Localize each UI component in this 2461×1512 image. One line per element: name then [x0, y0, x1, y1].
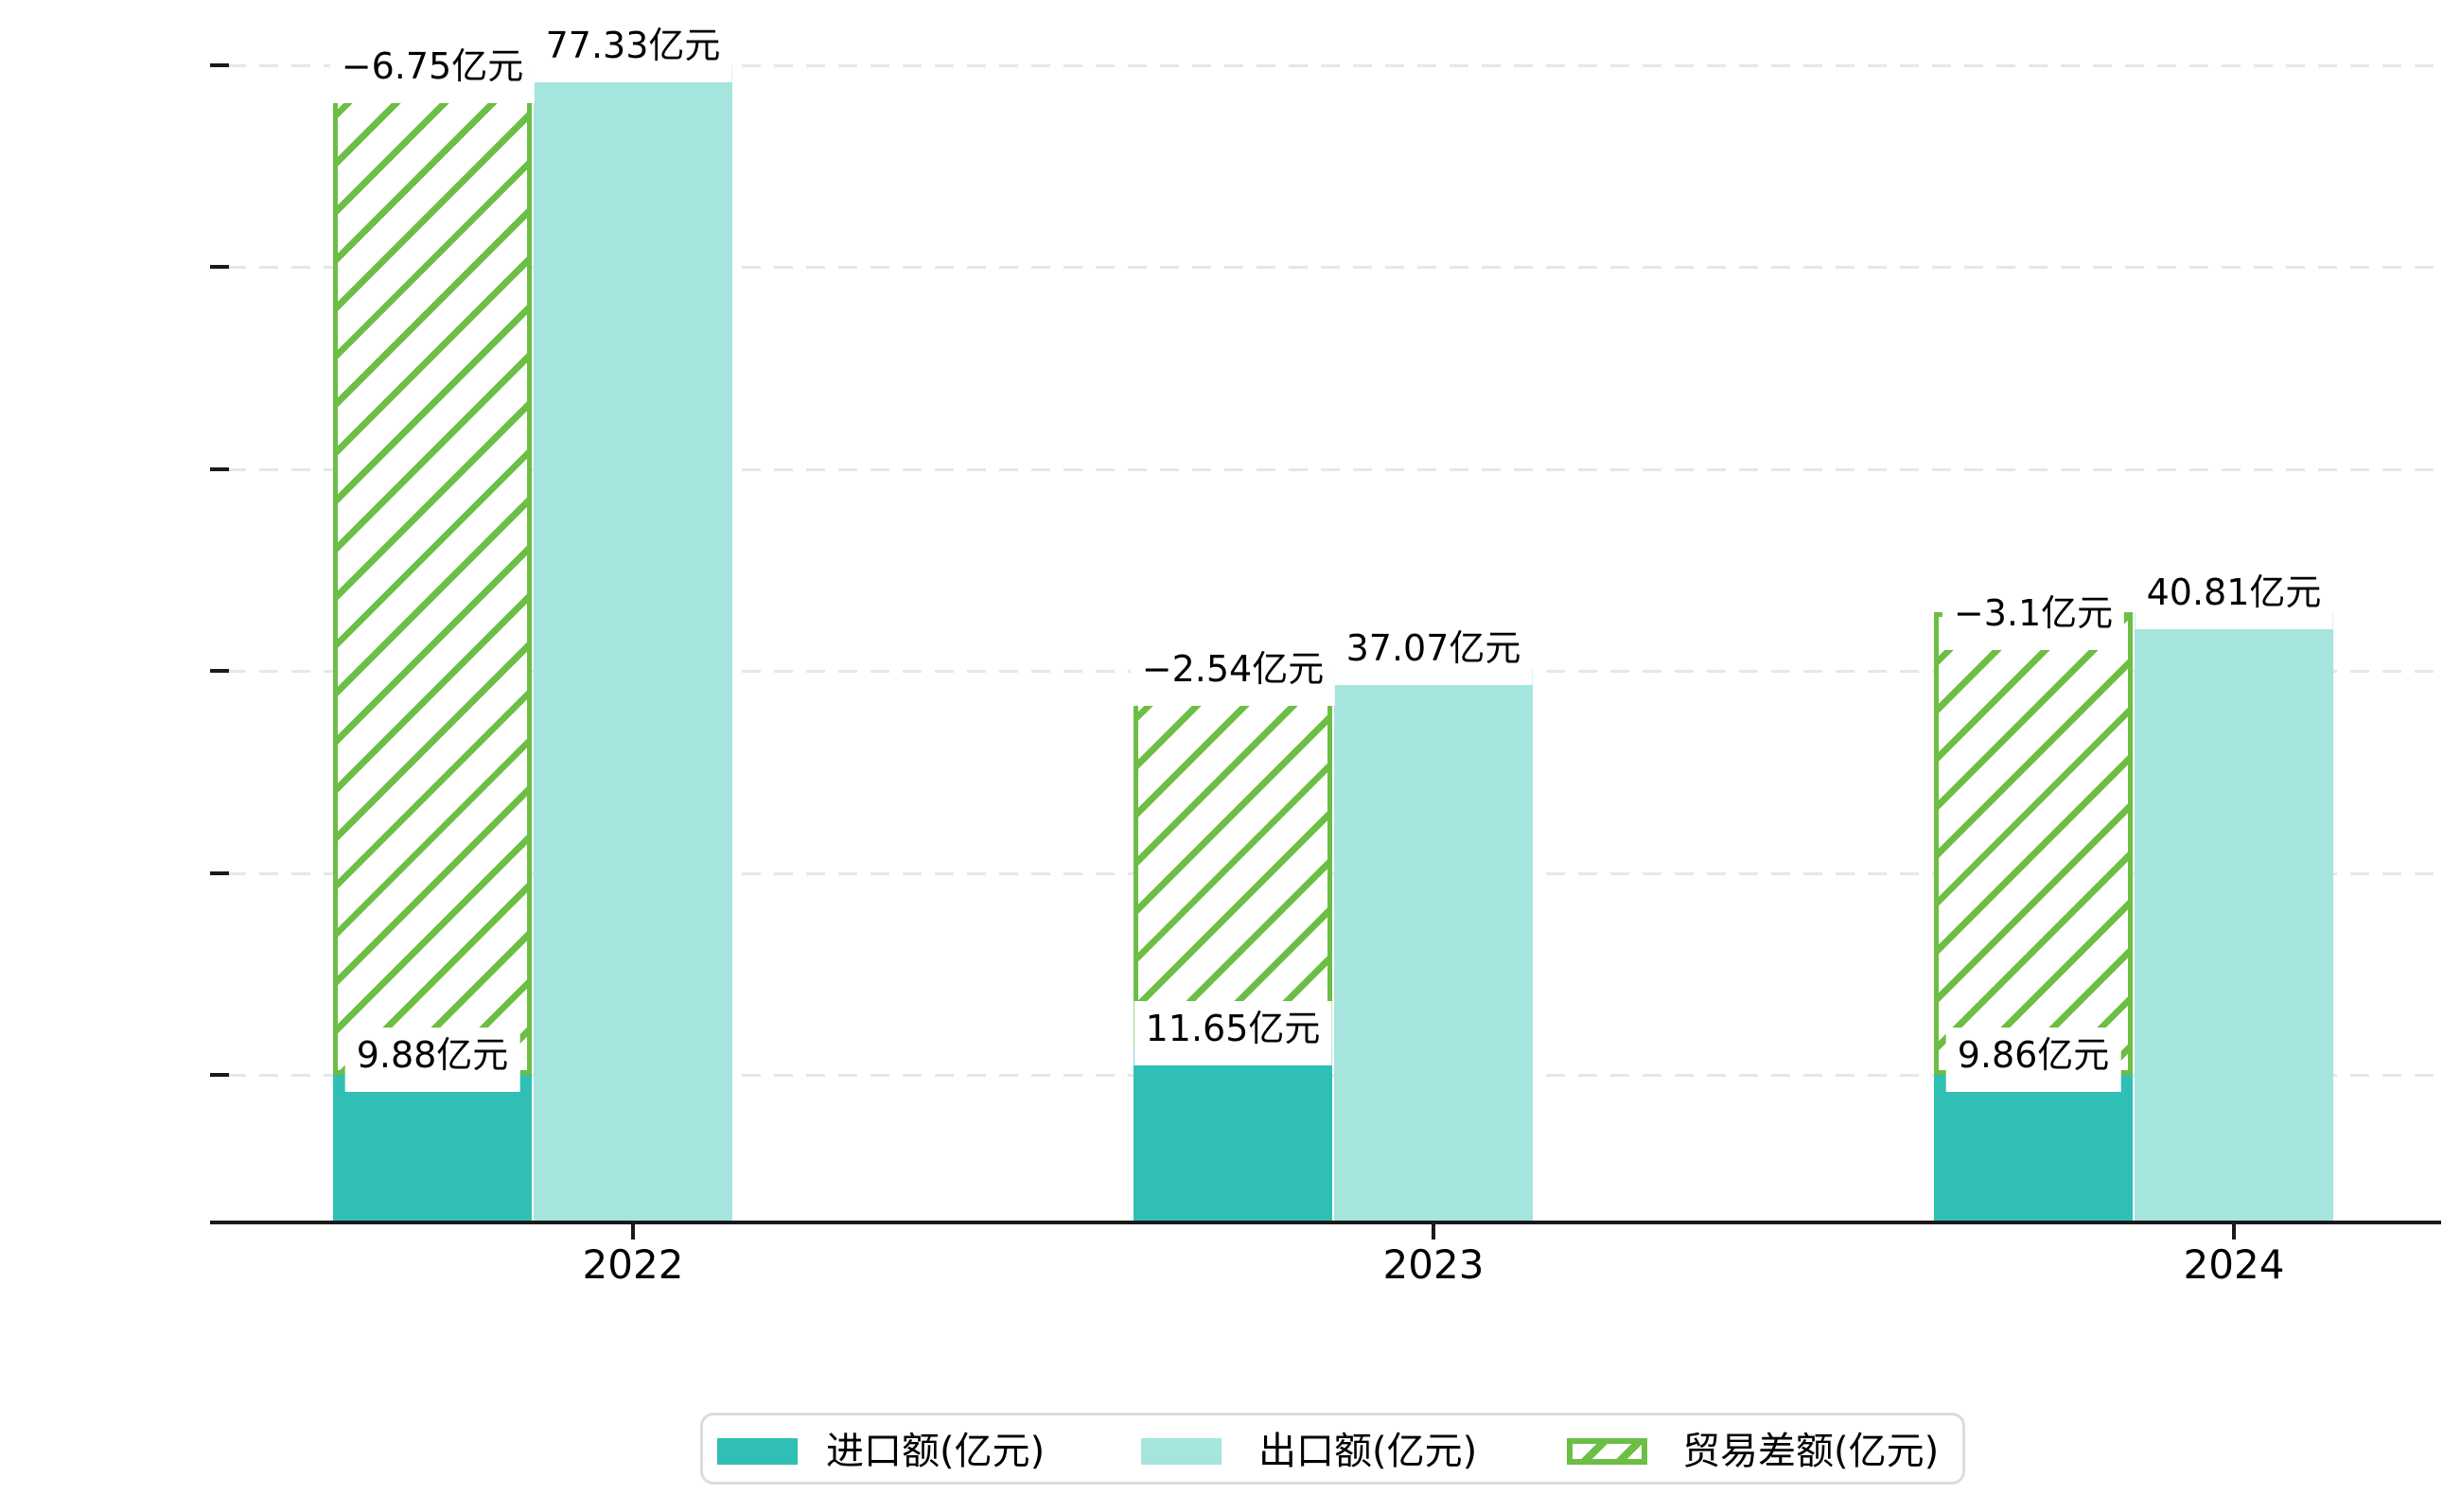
bar-export-2022 [534, 64, 732, 1222]
data-label-import-2022: 9.88亿元 [344, 1027, 520, 1092]
data-label-import-2024: 9.86亿元 [1945, 1028, 2121, 1093]
x-tick-mark-2023 [1432, 1224, 1435, 1239]
bar-import-2023 [1134, 1047, 1332, 1222]
bar-export-2024 [2135, 611, 2333, 1222]
bar-import-2024 [1934, 1075, 2133, 1222]
bar-export-2023 [1334, 667, 1533, 1222]
gridline-50.34 [227, 467, 2441, 471]
y-tick-mark [210, 669, 229, 674]
y-tick-mark [210, 1073, 229, 1078]
legend-label-trade-balance: 贸易差额(亿元) [1682, 1430, 1940, 1473]
legend-label-import: 进口额(亿元) [826, 1430, 1046, 1473]
data-label-import-2023: 11.65亿元 [1134, 1000, 1332, 1065]
y-tick-mark [210, 870, 229, 875]
x-tick-mark-2022 [631, 1224, 635, 1239]
legend-swatch-import [717, 1438, 798, 1465]
y-tick-mark [210, 62, 229, 67]
y-tick-mark [210, 265, 229, 270]
gridline-77.33 [227, 63, 2441, 67]
data-label-export-2023: 37.07亿元 [1334, 620, 1533, 685]
bar-trade-balance-2024 [1934, 611, 2133, 1076]
bar-trade-balance-2022 [333, 64, 532, 1075]
x-tick-label-2024: 2024 [2183, 1241, 2285, 1288]
data-label-trade-balance-2024: −3.1亿元 [1942, 585, 2125, 650]
legend-swatch-trade-balance [1567, 1438, 1647, 1465]
legend: 进口额(亿元) 出口额(亿元) 贸易差额(亿元) [700, 1413, 1965, 1485]
bar-trade-balance-2023 [1134, 667, 1332, 1048]
data-label-trade-balance-2023: −2.54亿元 [1130, 641, 1336, 706]
x-axis-line [227, 1221, 2441, 1224]
data-label-export-2024: 40.81亿元 [2135, 564, 2333, 629]
x-tick-label-2022: 2022 [582, 1241, 684, 1288]
bar-import-2022 [333, 1074, 532, 1222]
y-tick-mark [210, 1221, 229, 1224]
legend-label-export: 出口额(亿元) [1258, 1430, 1478, 1473]
x-tick-mark-2024 [2232, 1224, 2236, 1239]
gridline-63.84 [227, 266, 2441, 270]
data-label-trade-balance-2022: −6.75亿元 [329, 38, 536, 103]
data-label-export-2022: 77.33亿元 [534, 17, 732, 82]
x-tick-label-2023: 2023 [1382, 1241, 1485, 1288]
y-tick-mark [210, 466, 229, 471]
legend-swatch-export [1141, 1438, 1222, 1465]
